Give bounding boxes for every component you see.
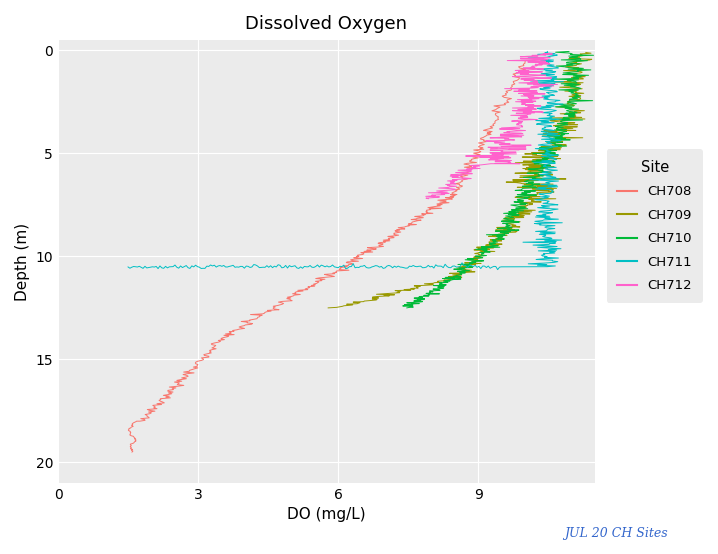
Y-axis label: Depth (m): Depth (m): [15, 223, 30, 301]
Text: JUL 20 CH Sites: JUL 20 CH Sites: [564, 527, 668, 540]
Title: Dissolved Oxygen: Dissolved Oxygen: [246, 15, 407, 33]
Legend: CH708, CH709, CH710, CH711, CH712: CH708, CH709, CH710, CH711, CH712: [607, 149, 703, 303]
X-axis label: DO (mg/L): DO (mg/L): [287, 507, 365, 522]
